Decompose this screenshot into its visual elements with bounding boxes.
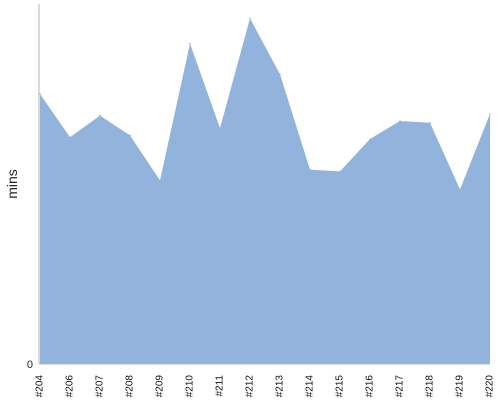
data-point xyxy=(129,134,131,137)
x-tick-label: #219 xyxy=(455,375,466,398)
data-point xyxy=(309,168,311,171)
label-layer: 0 mins #204 #206 #207 #208 #209 #210 #211 #212 #21… xyxy=(4,169,496,397)
data-point xyxy=(249,17,251,20)
x-tick-label: #211 xyxy=(215,375,226,397)
x-tick-label: #207 xyxy=(95,375,106,398)
data-point xyxy=(339,170,341,173)
data-point xyxy=(399,120,401,122)
x-tick-label: #217 xyxy=(395,375,406,398)
x-tick-label: #208 xyxy=(125,375,136,398)
x-tick-label: #220 xyxy=(485,375,496,398)
y-tick-label: 0 xyxy=(27,359,33,371)
area-series xyxy=(40,18,490,365)
area-layer xyxy=(39,17,491,365)
data-point xyxy=(39,93,41,95)
x-tick-label: #210 xyxy=(185,375,196,398)
axis-layer xyxy=(38,4,490,365)
x-tick-label: #213 xyxy=(275,375,286,398)
x-tick-label: #214 xyxy=(305,375,316,398)
data-point xyxy=(189,42,191,45)
data-point xyxy=(489,113,491,115)
data-point xyxy=(219,127,221,129)
x-tick-label: #204 xyxy=(35,375,46,398)
data-point xyxy=(369,138,371,140)
data-point xyxy=(279,73,281,75)
x-tick-label: #209 xyxy=(155,375,166,398)
x-tick-label: #218 xyxy=(425,375,436,398)
data-point xyxy=(159,179,161,182)
data-point xyxy=(99,114,101,117)
x-tick-label: #216 xyxy=(365,375,376,398)
data-point xyxy=(429,122,431,124)
data-point xyxy=(69,136,71,138)
x-tick-label: #206 xyxy=(65,375,76,398)
x-tick-label: #215 xyxy=(335,375,346,398)
y-axis-label: mins xyxy=(4,169,20,199)
data-point xyxy=(459,188,461,191)
x-tick-label: #212 xyxy=(245,375,256,398)
